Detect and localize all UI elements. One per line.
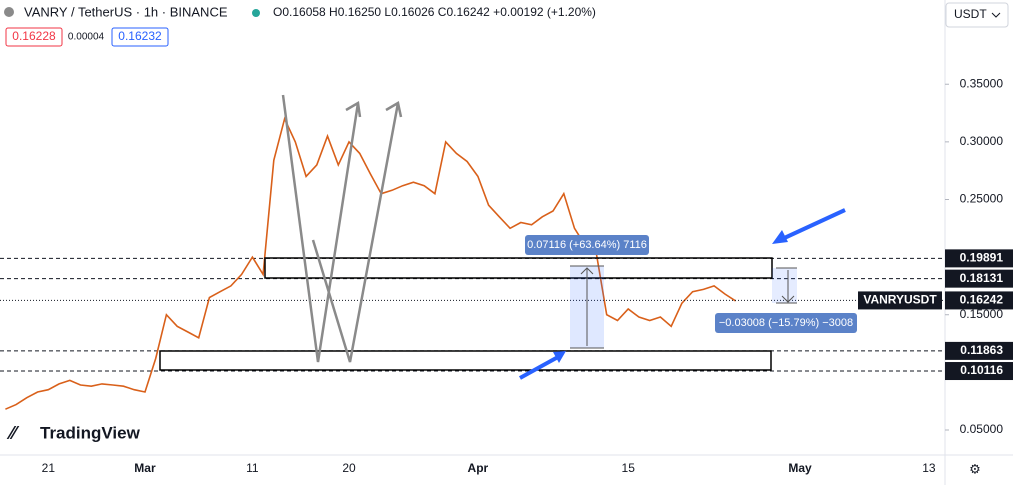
pointer-arrow — [779, 208, 846, 242]
ask-button[interactable] — [111, 27, 169, 47]
ask[interactable]: 0.16232 — [118, 29, 162, 43]
price-line — [5, 116, 737, 410]
y-tick-label: 0.35000 — [960, 76, 1004, 90]
level-label-bg — [945, 341, 1013, 360]
last-name: VANRYUSDT — [863, 293, 937, 307]
level-label: 0.18131 — [960, 271, 1004, 285]
level-label: 0.11863 — [960, 343, 1003, 357]
pointer-arrowhead — [772, 230, 788, 244]
bid[interactable]: 0.16228 — [12, 29, 56, 43]
last-price: 0.16242 — [960, 293, 1004, 307]
level-label-bg — [945, 362, 1013, 381]
symbol-icon — [4, 7, 14, 17]
y-tick-label: 0.15000 — [960, 307, 1004, 321]
logo: TradingView — [40, 423, 141, 442]
ohlc: O0.16058 H0.16250 L0.16026 C0.16242 +0.0… — [273, 5, 596, 19]
projection-arrows — [281, 94, 403, 363]
measure-box — [772, 268, 797, 303]
y-tick-label: 0.05000 — [960, 422, 1004, 436]
annotation-box — [525, 235, 649, 255]
level-label-bg — [945, 249, 1013, 268]
currency[interactable]: USDT — [954, 7, 987, 21]
dropdown-caret — [991, 12, 1001, 18]
x-tick-label: Apr — [468, 461, 489, 475]
x-tick-label: May — [788, 461, 812, 475]
x-tick-label: Mar — [134, 461, 156, 475]
last-name-bg — [858, 291, 942, 310]
bid-button[interactable] — [5, 27, 63, 47]
currency-dropdown[interactable] — [945, 2, 1009, 28]
x-tick-label: 13 — [922, 461, 936, 475]
level-label-bg — [945, 269, 1013, 288]
level-label: 0.10116 — [960, 363, 1003, 377]
pointer-arrowhead — [553, 351, 566, 363]
symbol-title: VANRY / TetherUS · 1h · BINANCE — [24, 4, 228, 19]
zone-rect — [264, 257, 773, 279]
last-price-bg — [945, 291, 1013, 310]
zone-rect — [159, 350, 772, 371]
x-tick-label: 20 — [342, 461, 356, 475]
x-tick-label: 21 — [42, 461, 56, 475]
annotation-box — [715, 313, 857, 333]
y-tick-label: 0.30000 — [960, 134, 1004, 148]
measure-arrow — [776, 267, 797, 304]
status-dot — [252, 9, 260, 17]
level-label: 0.19891 — [960, 251, 1004, 265]
pointer-arrow — [519, 355, 559, 380]
annotation: 0.07116 (+63.64%) 7116 — [527, 239, 647, 251]
measure-arrow — [570, 265, 604, 349]
x-tick-label: 11 — [246, 461, 259, 475]
x-tick-label: 15 — [622, 461, 636, 475]
y-tick-label: 0.25000 — [960, 192, 1004, 206]
spread: 0.00004 — [68, 32, 105, 43]
annotation: −0.03008 (−15.79%) −3008 — [719, 317, 853, 329]
settings-icon[interactable]: ⚙ — [969, 461, 981, 476]
